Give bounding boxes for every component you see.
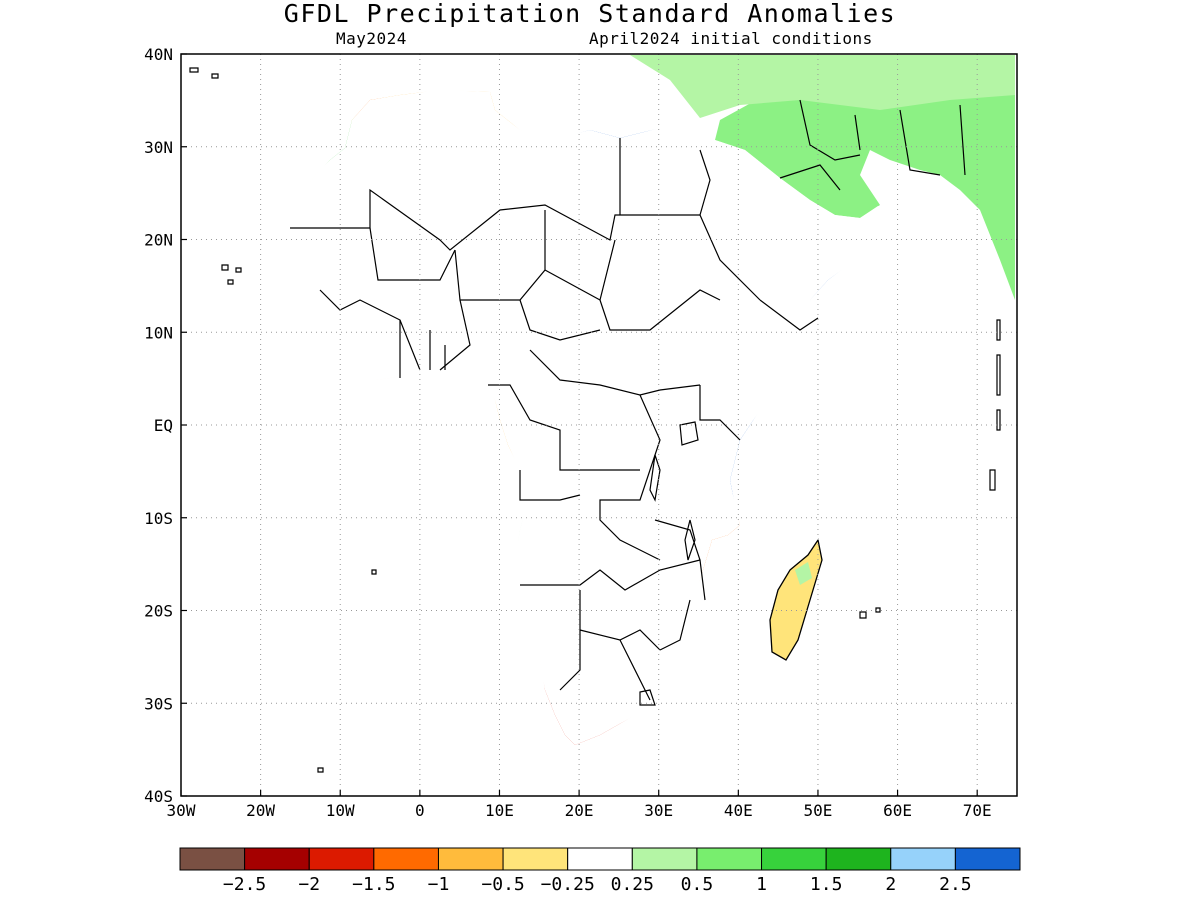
anomaly-patch-2	[361, 90, 430, 101]
x-tick-label-50E: 50E	[803, 801, 832, 820]
country-borders	[290, 99, 966, 706]
x-tick-label-30E: 30E	[644, 801, 673, 820]
x-tick-label-10W: 10W	[326, 801, 355, 820]
legend-label-6: 0.25	[611, 874, 654, 895]
y-tick-label-40S: 40S	[144, 787, 173, 806]
legend-swatch-4	[437, 847, 504, 871]
y-tick-label-30N: 30N	[144, 138, 173, 157]
x-tick-label-70E: 70E	[963, 801, 992, 820]
islands	[189, 67, 1001, 773]
legend-swatch-6	[567, 847, 633, 871]
legend-swatch-5	[502, 847, 569, 871]
y-tick-label-10S: 10S	[144, 509, 173, 528]
legend-label-9: 1.5	[810, 874, 843, 895]
forecast-month: May2024	[336, 29, 407, 48]
legend-swatch-3	[373, 847, 439, 871]
legend-swatch-7	[631, 847, 698, 871]
madagascar-green	[795, 562, 812, 585]
y-tick-label-EQ: EQ	[154, 416, 173, 435]
legend-swatch-10	[825, 847, 892, 871]
legend-label-1: −2	[298, 874, 320, 895]
y-tick-label-20N: 20N	[144, 231, 173, 250]
initial-conditions: April2024 initial conditions	[589, 29, 873, 48]
legend-label-8: 1	[756, 874, 767, 895]
europe-strip	[630, 55, 1015, 118]
axis-ticks: 30W 20W 10W 0 10E 20E 30E 40E 50E 60E 70E 40N 30N 20N…	[144, 45, 992, 820]
x-tick-label-30W: 30W	[167, 801, 196, 820]
legend-label-2: −1.5	[352, 874, 395, 895]
legend-swatch-12	[954, 847, 1021, 871]
legend-label-0: −2.5	[223, 874, 266, 895]
legend-swatch-8	[696, 847, 763, 871]
x-tick-label-20W: 20W	[246, 801, 275, 820]
legend-swatch-1	[244, 847, 310, 871]
y-tick-label-20S: 20S	[144, 602, 173, 621]
legend-label-11: 2.5	[939, 874, 972, 895]
x-tick-label-20E: 20E	[565, 801, 594, 820]
arabia	[715, 55, 1015, 300]
y-tick-label-10N: 10N	[144, 323, 173, 342]
legend-label-4: −0.5	[481, 874, 524, 895]
color-legend: −2.5 −2 −1.5 −1 −0.5 −0.25 0.25 0.5 1 1.5 2 2.5	[179, 847, 1021, 895]
y-tick-label-30S: 30S	[144, 694, 173, 713]
madagascar	[769, 538, 823, 661]
x-tick-label-60E: 60E	[883, 801, 912, 820]
x-tick-label-40E: 40E	[724, 801, 753, 820]
legend-swatch-0	[179, 847, 246, 871]
y-tick-label-40N: 40N	[144, 45, 173, 64]
legend-label-10: 2	[885, 874, 896, 895]
legend-swatch-9	[761, 847, 827, 871]
grid-lines	[181, 54, 1017, 796]
legend-label-5: −0.25	[541, 874, 595, 895]
legend-swatch-11	[890, 847, 956, 871]
x-tick-label-10E: 10E	[485, 801, 514, 820]
legend-label-7: 0.5	[681, 874, 714, 895]
x-tick-label-0: 0	[415, 801, 425, 820]
legend-swatch-2	[308, 847, 375, 871]
map-title: GFDL Precipitation Standard Anomalies	[283, 0, 897, 28]
legend-label-3: −1	[428, 874, 450, 895]
